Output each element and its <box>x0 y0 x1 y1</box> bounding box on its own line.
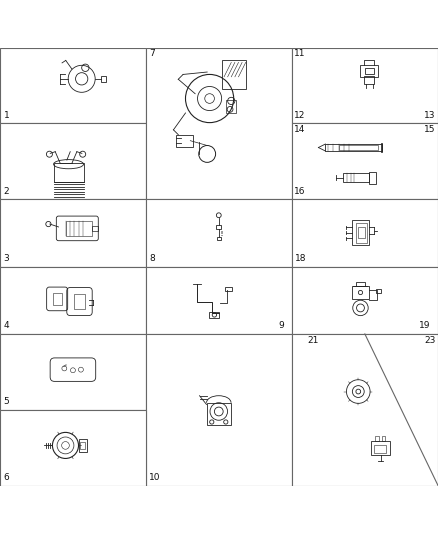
Polygon shape <box>292 123 438 199</box>
Bar <box>209 312 219 318</box>
Polygon shape <box>146 334 292 486</box>
Text: 21: 21 <box>307 336 318 345</box>
Bar <box>53 293 62 305</box>
Bar <box>360 65 378 77</box>
Polygon shape <box>292 266 438 334</box>
Bar <box>381 143 382 152</box>
Text: 12: 12 <box>294 111 305 120</box>
Polygon shape <box>0 123 146 199</box>
Bar <box>325 144 382 151</box>
Bar <box>364 76 374 84</box>
Text: 3: 3 <box>4 254 9 263</box>
Text: 19: 19 <box>419 321 430 330</box>
Polygon shape <box>146 47 292 199</box>
Bar <box>225 287 232 291</box>
Polygon shape <box>292 47 438 123</box>
Text: 11: 11 <box>294 49 305 58</box>
Text: 4: 4 <box>4 321 9 330</box>
Polygon shape <box>0 334 146 410</box>
Text: 14: 14 <box>294 125 305 134</box>
Bar <box>375 437 378 441</box>
Polygon shape <box>0 410 146 486</box>
Polygon shape <box>0 266 146 334</box>
Text: 2: 2 <box>4 187 9 196</box>
Text: 9: 9 <box>278 321 284 330</box>
Polygon shape <box>292 199 438 266</box>
Polygon shape <box>0 199 146 266</box>
Bar <box>53 163 84 182</box>
Bar <box>356 223 367 243</box>
Bar <box>382 437 385 441</box>
Bar <box>74 294 85 310</box>
Bar <box>207 403 231 425</box>
Text: 18: 18 <box>295 254 307 263</box>
Text: 15: 15 <box>424 125 436 134</box>
Bar <box>176 135 193 147</box>
Bar <box>356 282 365 286</box>
Bar <box>217 237 221 240</box>
Bar <box>352 286 369 299</box>
Text: 1: 1 <box>4 111 9 120</box>
Text: 6: 6 <box>4 473 9 482</box>
Bar <box>371 441 390 456</box>
Bar <box>376 289 381 293</box>
Text: 8: 8 <box>149 254 155 263</box>
Bar <box>222 60 246 89</box>
Bar <box>339 146 378 150</box>
Text: 10: 10 <box>149 473 161 482</box>
Bar <box>92 225 98 231</box>
Polygon shape <box>0 47 146 123</box>
Bar <box>101 76 106 82</box>
Bar <box>374 445 386 453</box>
Bar <box>78 439 87 451</box>
Polygon shape <box>146 199 292 266</box>
Text: 23: 23 <box>424 336 436 345</box>
Bar <box>80 441 85 449</box>
Bar <box>358 227 365 238</box>
Bar <box>66 221 92 236</box>
Polygon shape <box>292 334 438 486</box>
Bar <box>216 225 221 230</box>
Bar <box>343 173 369 182</box>
Bar <box>369 172 376 184</box>
Bar <box>352 220 369 245</box>
Text: 13: 13 <box>424 111 436 120</box>
Bar <box>226 100 236 113</box>
Text: 16: 16 <box>294 187 305 196</box>
Polygon shape <box>146 266 292 334</box>
Bar <box>364 68 374 75</box>
Text: 7: 7 <box>149 50 155 59</box>
Text: 5: 5 <box>4 397 9 406</box>
